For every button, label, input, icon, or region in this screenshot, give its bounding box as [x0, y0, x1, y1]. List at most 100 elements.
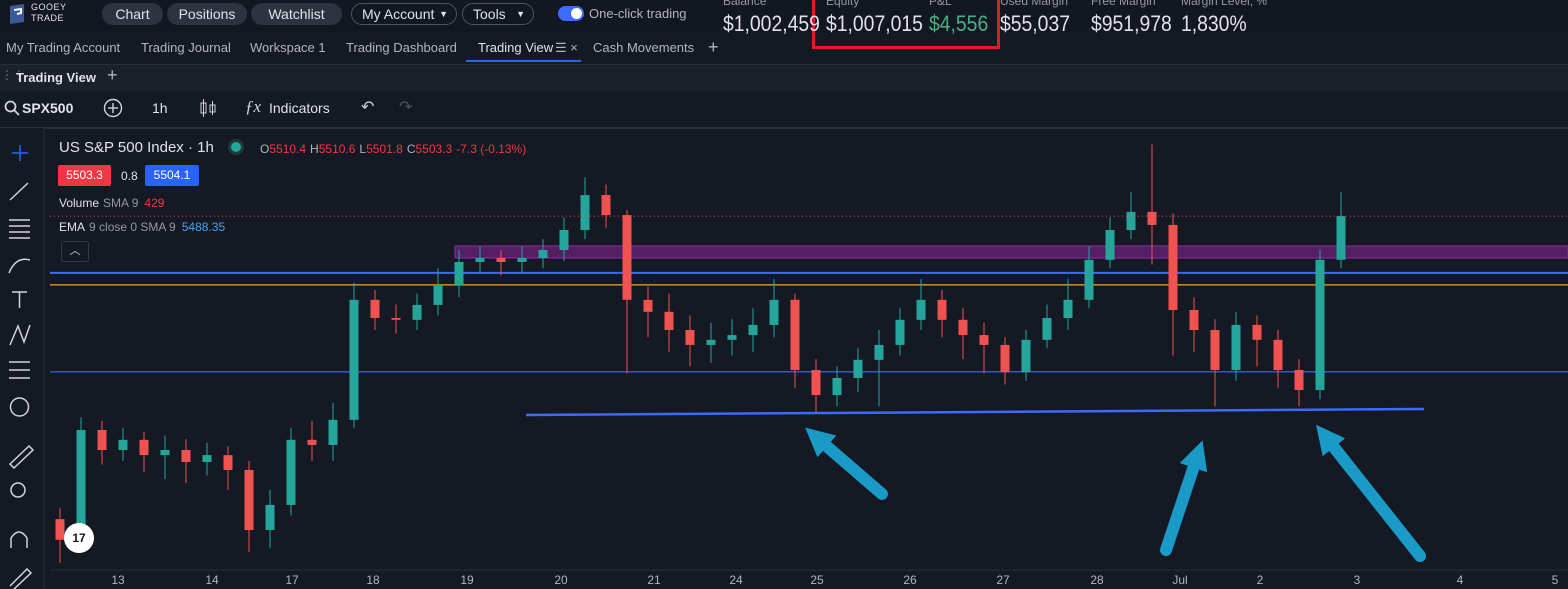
- symbol[interactable]: SPX500: [22, 100, 74, 116]
- candle-body: [412, 304, 422, 320]
- x-tick-label: 4: [1457, 573, 1464, 587]
- x-tick-label: 14: [205, 573, 219, 587]
- candle-body: [1021, 339, 1031, 373]
- stat-label: P&L: [929, 0, 952, 8]
- dropdown-label: Tools: [473, 6, 506, 22]
- collapse-button[interactable]: ︿: [61, 241, 89, 262]
- indicator-legend: Volume SMA 9 429: [59, 196, 164, 210]
- tab-underline: [466, 60, 581, 62]
- lock-tool[interactable]: [9, 567, 33, 589]
- fib-tool[interactable]: [9, 219, 30, 239]
- candle-body: [937, 299, 947, 320]
- stat-label: Balance: [723, 0, 767, 8]
- tab[interactable]: Trading Dashboard: [346, 40, 457, 55]
- candle-body: [139, 439, 149, 456]
- candle-body: [181, 450, 191, 462]
- nav-button[interactable]: Chart: [102, 3, 163, 25]
- icon-tool[interactable]: [9, 397, 30, 417]
- candle-body: [1042, 318, 1052, 340]
- pattern-tool[interactable]: [9, 323, 31, 346]
- stat-value: $951,978: [1091, 11, 1172, 36]
- ohlc-key: C: [406, 142, 416, 156]
- line-tool[interactable]: [9, 182, 29, 201]
- candle-body: [1147, 211, 1157, 225]
- chart-style-icon[interactable]: [199, 98, 217, 118]
- zoom-tool[interactable]: [10, 482, 26, 498]
- magnet-tool[interactable]: [10, 531, 28, 548]
- candle-body: [97, 430, 107, 450]
- annotation-arrow: [1160, 440, 1208, 556]
- logo-line: GOOEY: [31, 2, 67, 12]
- candle-body: [979, 335, 989, 345]
- tab[interactable]: Workspace 1: [250, 40, 326, 55]
- x-tick-label: Jul: [1172, 573, 1187, 587]
- candle-body: [202, 455, 212, 462]
- redo[interactable]: ↷: [399, 99, 413, 116]
- candle-body: [685, 330, 695, 345]
- toggle-knob: [571, 8, 582, 19]
- chart: 17 13 14 17 18 19 20 21 24 25 26 27 28 Jul 2 3 4 5: [0, 128, 1568, 589]
- candle-body: [769, 299, 779, 325]
- brush-tool[interactable]: [8, 258, 31, 274]
- tab[interactable]: Cash Movements: [593, 40, 695, 55]
- tab[interactable]: Trading Journal: [141, 40, 231, 55]
- ohlc-value: 5501.8: [366, 142, 403, 156]
- tab[interactable]: My Trading Account: [6, 40, 121, 55]
- x-tick-label: 28: [1090, 573, 1104, 587]
- panel-tab[interactable]: Trading View: [16, 70, 96, 85]
- add-panel[interactable]: +: [107, 65, 118, 85]
- candle-body: [475, 258, 485, 262]
- candle-body: [1084, 259, 1094, 300]
- stat-value: 1,830%: [1181, 11, 1247, 36]
- bid-badge[interactable]: 5503.3: [58, 165, 111, 186]
- ohlc-key: O: [260, 142, 270, 156]
- candle-body: [1000, 344, 1010, 373]
- nav-button[interactable]: Watchlist: [251, 3, 342, 25]
- dropdown-label: My Account: [362, 6, 435, 22]
- prediction-tool[interactable]: [9, 361, 30, 379]
- grip: ⋮⋮: [1, 68, 25, 82]
- status-dot: [231, 142, 241, 152]
- compare-icon[interactable]: [103, 98, 123, 118]
- nav-button[interactable]: Positions: [167, 3, 247, 25]
- candle-body: [790, 299, 800, 370]
- indicator-value: 5488.35: [181, 220, 226, 234]
- indicator-name: Volume: [59, 196, 100, 210]
- stat-value: $55,037: [1000, 11, 1070, 36]
- add-tab[interactable]: +: [708, 37, 719, 57]
- plot-area: [50, 144, 1568, 563]
- candle-body: [76, 430, 86, 540]
- candle-body: [748, 324, 758, 336]
- x-tick-label: 18: [366, 573, 380, 587]
- crosshair-tool[interactable]: [12, 145, 28, 161]
- tab[interactable]: Trading View: [478, 40, 554, 55]
- logo-line: TRADE: [31, 13, 65, 23]
- indicators-button[interactable]: Indicators: [269, 100, 330, 116]
- undo[interactable]: ↶: [361, 99, 375, 116]
- ask-badge[interactable]: 5504.1: [145, 165, 199, 186]
- trend-line: [525, 407, 1425, 417]
- toggle[interactable]: [558, 6, 584, 21]
- candle-body: [496, 258, 506, 262]
- candle-body: [559, 230, 569, 250]
- annotation-arrow: [1316, 424, 1426, 562]
- candle-body: [160, 450, 170, 456]
- dropdown[interactable]: My Account ▼: [351, 3, 457, 25]
- candle-body: [370, 299, 380, 318]
- stat-label: Equity: [826, 0, 860, 8]
- text-tool[interactable]: [12, 291, 27, 308]
- candle-body: [1336, 216, 1346, 260]
- candle-body: [1210, 330, 1220, 370]
- tv-badge-text: 17: [72, 531, 86, 545]
- search-icon[interactable]: [4, 100, 20, 116]
- candle-body: [1063, 299, 1073, 318]
- change: -7.3 (-0.13%): [456, 142, 527, 156]
- logo-text: GOOEY TRADE: [31, 2, 67, 24]
- dropdown[interactable]: Tools ▼: [462, 3, 534, 25]
- ruler-tool[interactable]: [8, 444, 35, 470]
- candle-body: [895, 319, 905, 345]
- interval[interactable]: 1h: [152, 100, 168, 116]
- panel-bar: [0, 64, 1568, 91]
- stat-label: Free Margin: [1091, 0, 1156, 8]
